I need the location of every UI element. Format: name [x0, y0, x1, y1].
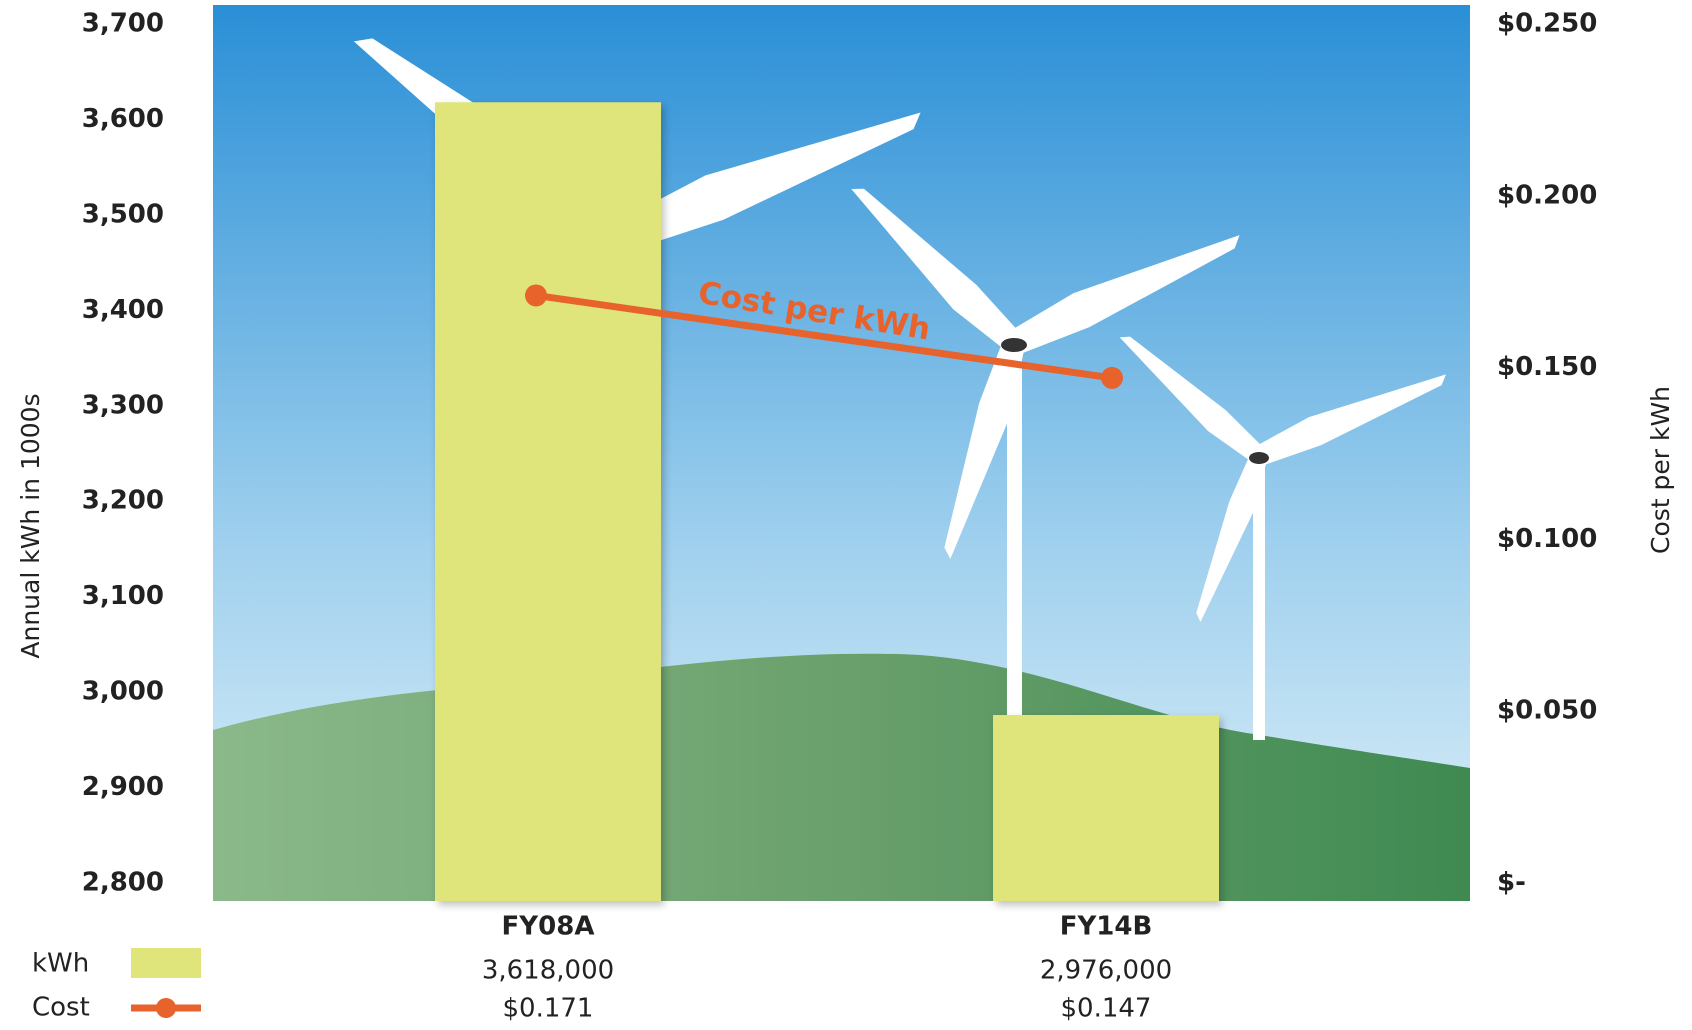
y-tick-label: 2,800 [82, 868, 164, 898]
y2-tick-label: $0.050 [1497, 696, 1597, 726]
y2-axis-title: Cost per kWh [1646, 386, 1675, 554]
y2-tick-label: $0.250 [1497, 9, 1597, 39]
line [535, 291, 1113, 382]
y-tick-label: 3,100 [82, 581, 164, 611]
value-label: $0.147 [1061, 994, 1152, 1024]
y-tick-label: 3,300 [82, 390, 164, 420]
legend-label: kWh [32, 949, 89, 979]
y2-tick-label: $- [1497, 868, 1526, 898]
y2-tick-label: $0.150 [1497, 352, 1597, 382]
legend-swatch [131, 948, 201, 978]
bar [435, 102, 661, 901]
y2-tick-label: $0.100 [1497, 524, 1597, 554]
y-tick-label: 3,500 [82, 199, 164, 229]
y-tick-label: 3,700 [82, 9, 164, 39]
bar [993, 715, 1219, 901]
y-axis-title: Annual kWh in 1000s [16, 393, 45, 658]
value-label: 2,976,000 [1040, 956, 1172, 986]
background [213, 5, 1470, 901]
legend-label: Cost [32, 993, 90, 1023]
y-tick-label: 3,000 [82, 677, 164, 707]
y-tick-label: 3,600 [82, 104, 164, 134]
value-label: $0.171 [503, 994, 594, 1024]
y-tick-label: 3,400 [82, 295, 164, 325]
y-tick-label: 3,200 [82, 486, 164, 516]
x-tick-label: FY14B [1060, 912, 1153, 942]
value-label: 3,618,000 [482, 956, 614, 986]
x-tick-label: FY08A [502, 912, 595, 942]
y-tick-label: 2,900 [82, 772, 164, 802]
y2-tick-label: $0.200 [1497, 180, 1597, 210]
line-point [525, 284, 547, 307]
line-point [1101, 366, 1123, 389]
legend-swatch [156, 998, 176, 1018]
